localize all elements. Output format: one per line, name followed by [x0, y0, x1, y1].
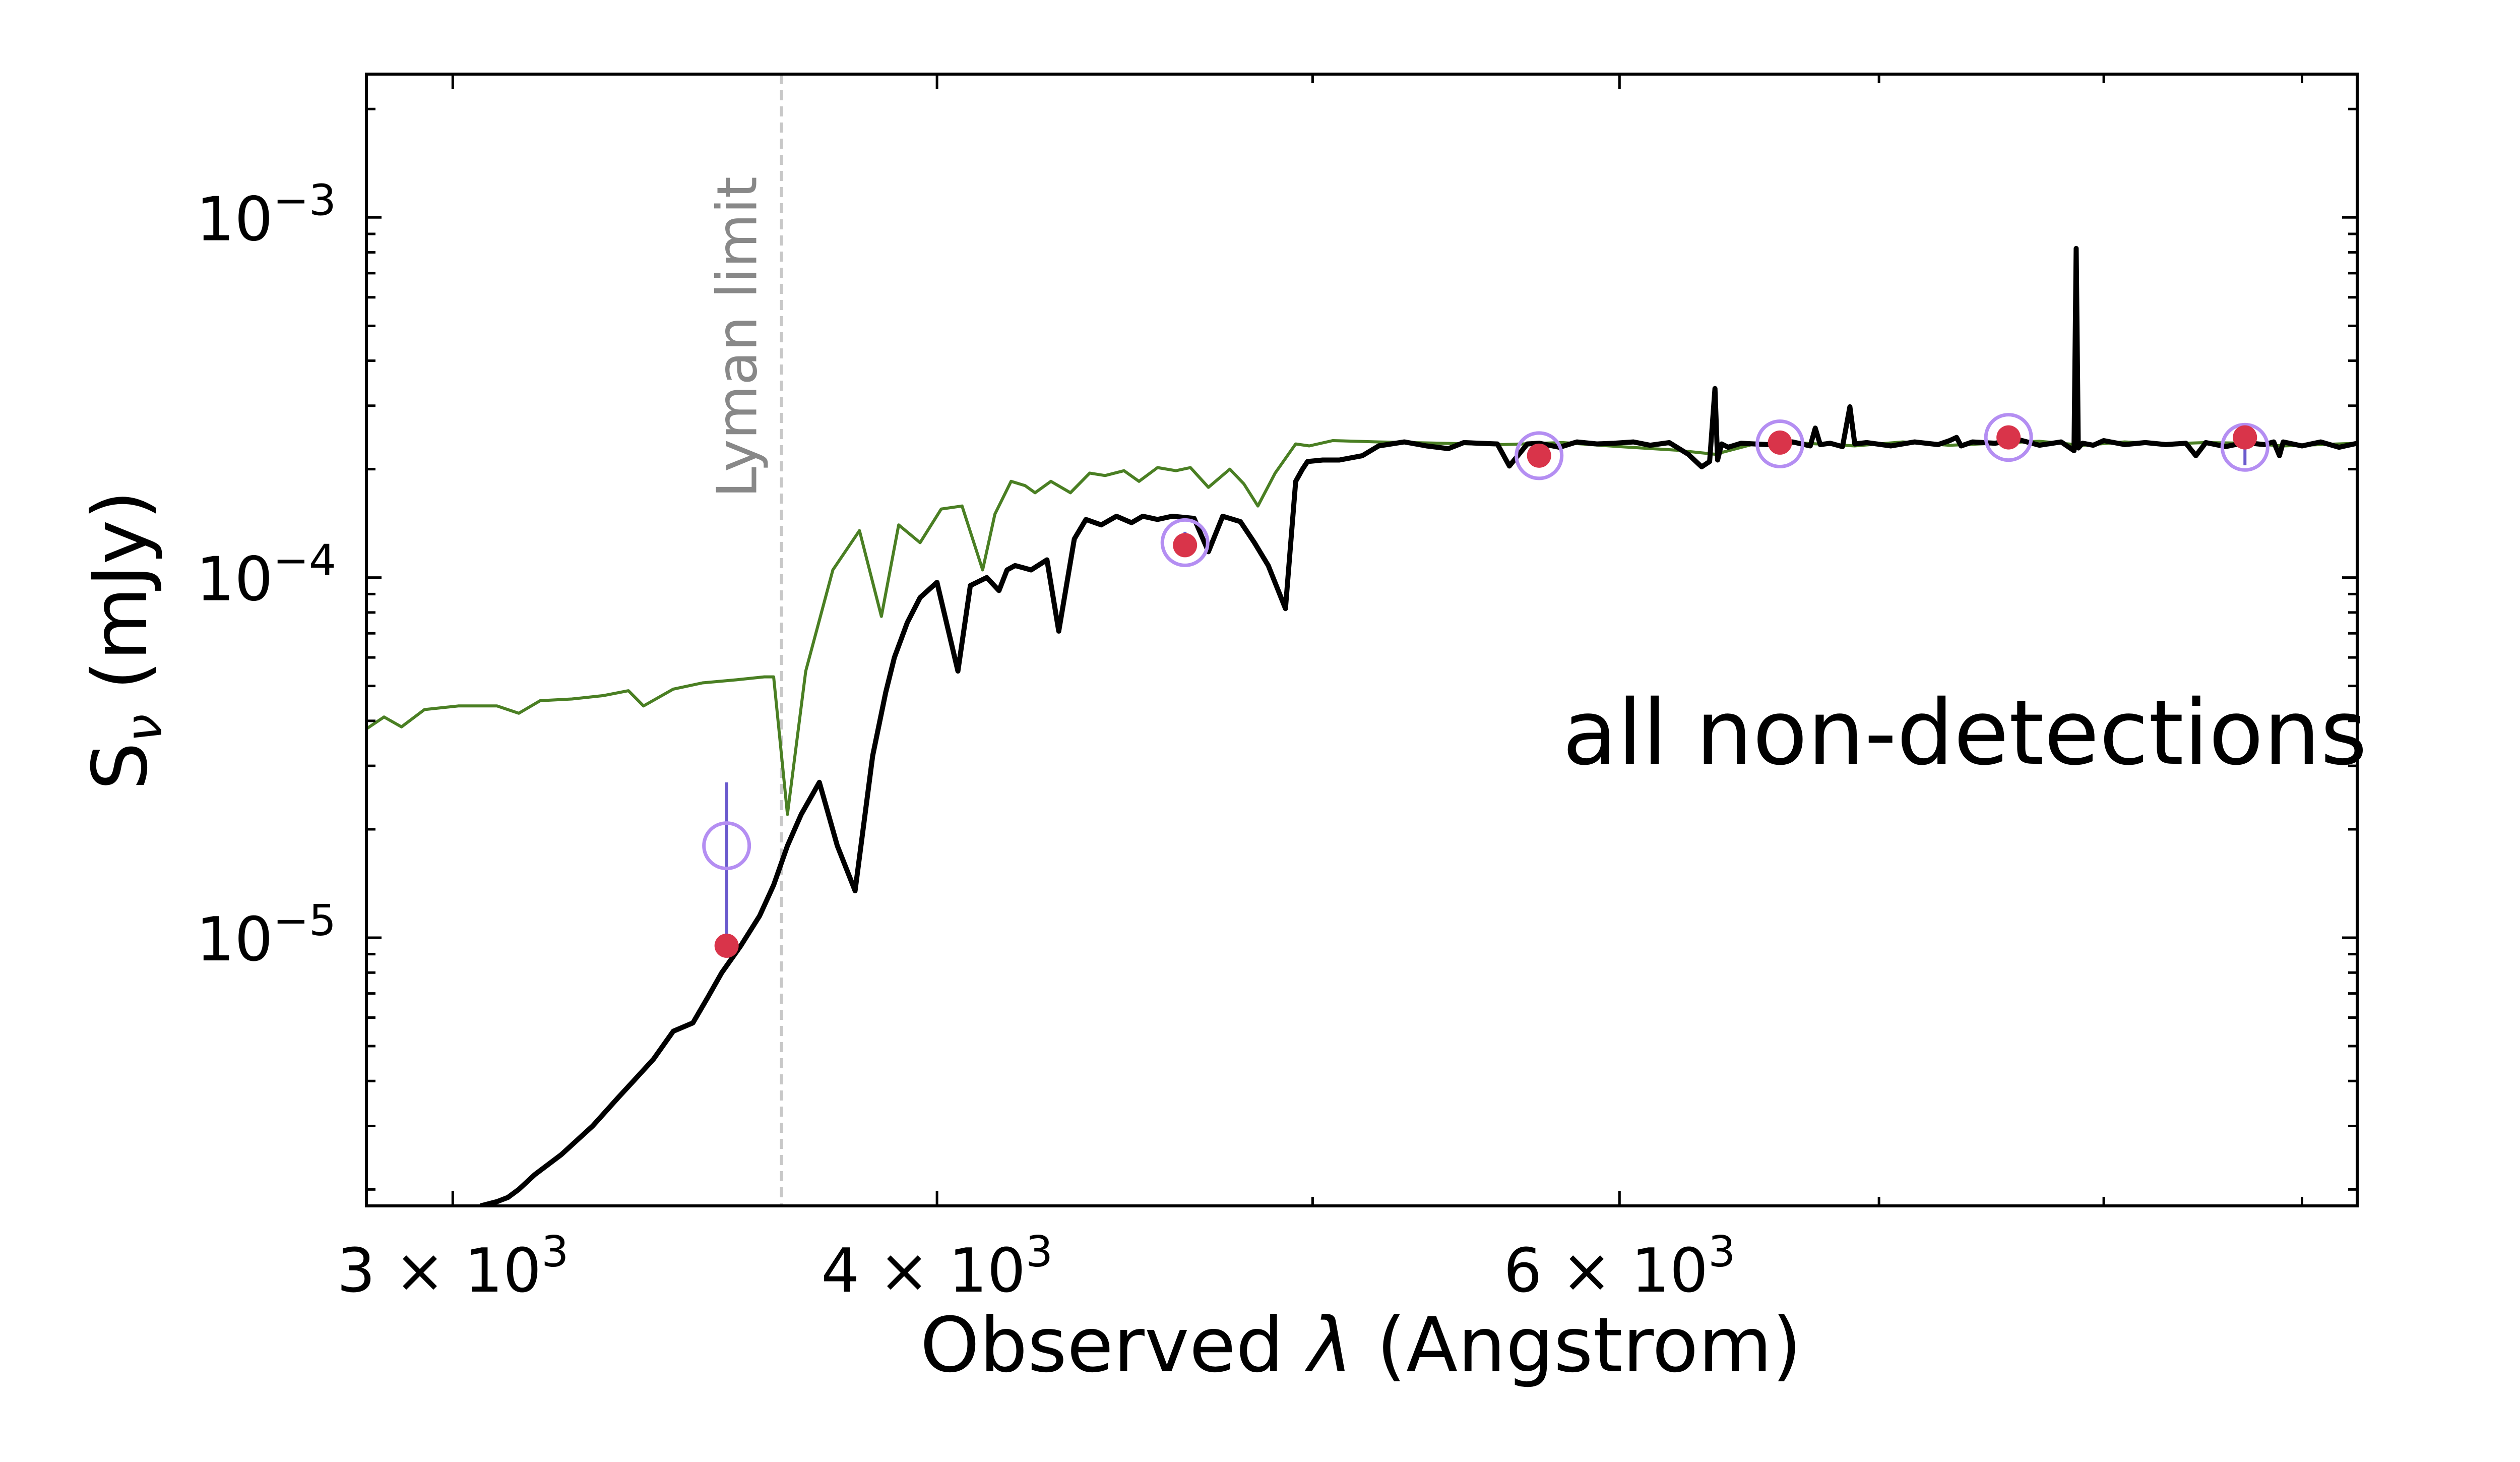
y-tick-label-base: 10 — [196, 905, 273, 975]
plot-area — [366, 74, 2357, 1206]
x-tick-label-exponent: 3 — [1708, 1227, 1735, 1277]
x-axis-label-symbol: λ — [1304, 1302, 1353, 1389]
x-tick-label-mantissa: 3 × 10 — [337, 1236, 541, 1306]
y-axis-label: Sν (mJy) — [77, 491, 173, 790]
x-tick-label-exponent: 3 — [1026, 1227, 1053, 1277]
model-photometry-point — [1527, 443, 1551, 468]
observed-point — [1160, 518, 1210, 567]
x-axis-label: Observed λ (Angstrom) — [920, 1302, 1802, 1389]
axis-ticks — [366, 74, 2357, 1206]
model-photometry-point — [1996, 425, 2021, 450]
x-tick-label: 3 × 103 — [337, 1227, 569, 1306]
y-tick-label-base: 10 — [196, 545, 273, 615]
observed-point — [2220, 422, 2270, 472]
observed-point — [702, 821, 751, 871]
attenuated-model-line — [480, 246, 2357, 1206]
observed-point — [1755, 419, 1805, 469]
x-tick-label: 4 × 103 — [821, 1227, 1053, 1306]
x-axis-label-prefix: Observed — [920, 1302, 1308, 1389]
y-tick-label-exponent: −4 — [273, 536, 336, 586]
model-photometry-point — [714, 933, 739, 958]
data-points — [702, 413, 2270, 958]
model-photometry-point — [1173, 533, 1198, 558]
y-axis-label-suffix: (mJy) — [77, 491, 164, 714]
y-tick-label-exponent: −5 — [273, 896, 336, 946]
y-tick-label-base: 10 — [196, 185, 273, 255]
y-tick-label: 10−4 — [196, 536, 336, 615]
x-axis-label-suffix: (Angstrom) — [1353, 1302, 1802, 1389]
y-axis-label-sub: ν — [114, 714, 173, 742]
observed-point — [1515, 431, 1564, 480]
y-tick-label: 10−5 — [196, 896, 336, 975]
x-tick-label-exponent: 3 — [541, 1227, 569, 1277]
y-tick-label: 10−3 — [196, 175, 336, 255]
plot-frame — [365, 73, 2359, 1207]
lyman-limit-label: Lyman limit — [705, 176, 770, 498]
x-tick-label-mantissa: 6 × 10 — [1503, 1236, 1708, 1306]
x-tick-label-mantissa: 4 × 10 — [821, 1236, 1026, 1306]
y-axis-label-main: S — [77, 742, 164, 790]
model-photometry-point — [2233, 425, 2257, 450]
x-tick-label: 6 × 103 — [1503, 1227, 1735, 1306]
model-photometry-point — [1768, 430, 1792, 455]
y-tick-label-exponent: −3 — [273, 175, 336, 225]
observed-point — [1984, 413, 2033, 462]
annotation-text: all non-detections — [1562, 681, 2367, 785]
